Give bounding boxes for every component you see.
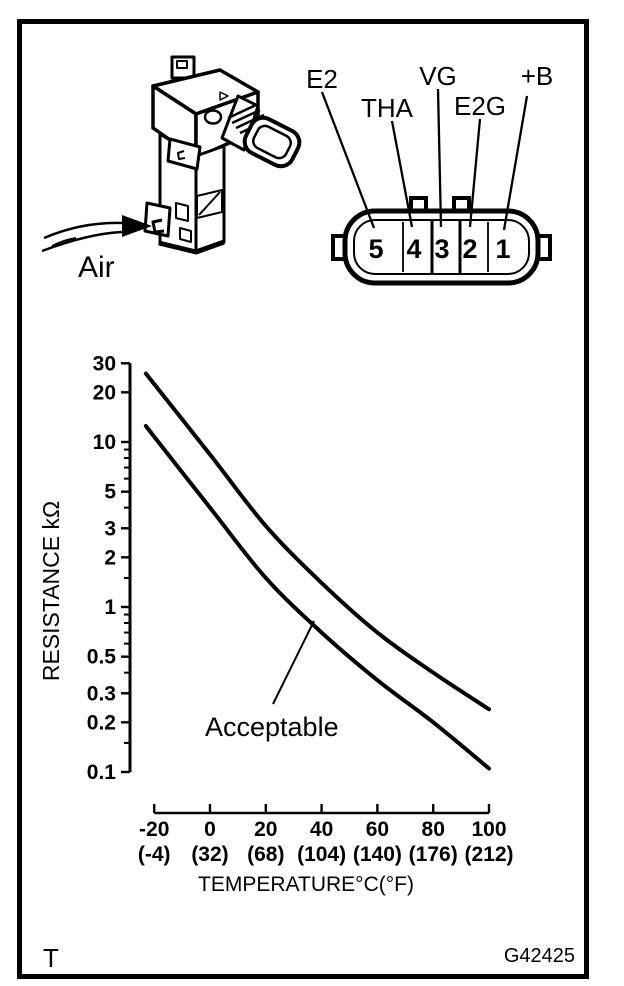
pin-number-2: 2 [462, 234, 477, 264]
annotation-leader [272, 620, 315, 705]
x-tick-label-celsius: 100 [471, 818, 506, 841]
y-axis-title: RESISTANCE kΩ [38, 501, 64, 681]
x-tick-label-celsius: 20 [254, 818, 277, 841]
x-tick-label-celsius: 80 [422, 818, 445, 841]
sensor-clip-mark [151, 218, 165, 234]
lower-limit-curve [143, 424, 491, 771]
sensor-top-tab-notch [176, 60, 188, 69]
sensor-window-a [175, 202, 189, 222]
air-flow-label: Air [78, 251, 115, 284]
x-tick-label-celsius: -20 [139, 818, 169, 841]
x-tick-label-celsius: 40 [310, 818, 333, 841]
sensor-window-c-slash [198, 191, 221, 216]
signal-label-tha: THA [361, 93, 414, 123]
y-tick-label: 1 [104, 596, 116, 619]
y-tick-label: 2 [104, 546, 116, 569]
pin-number-1: 1 [495, 234, 510, 264]
air-arrow-icon [41, 215, 152, 253]
x-tick-label-fahrenheit: (104) [297, 843, 346, 866]
signal-label-vg: VG [419, 61, 457, 91]
sensor-flap [166, 137, 202, 171]
leader-vg [436, 88, 443, 228]
pin-number-5: 5 [368, 234, 383, 264]
x-tick-label-fahrenheit: (32) [191, 843, 228, 866]
sensor-flap-mark [177, 150, 186, 160]
y-tick-label: 20 [93, 381, 116, 404]
corner-label: T [43, 943, 59, 973]
chart-axes-and-curves: 30201053210.50.30.20.1-20(-4)0(32)20(68)… [87, 352, 514, 866]
x-tick-label-fahrenheit: (68) [247, 843, 284, 866]
x-tick-label-fahrenheit: (176) [409, 843, 458, 866]
sensor-vent-hole [203, 109, 223, 125]
x-tick-label-celsius: 0 [204, 818, 216, 841]
leader-e2 [320, 91, 376, 229]
y-tick-label: 30 [93, 352, 116, 375]
x-tick-label-celsius: 60 [366, 818, 389, 841]
pin-number-3: 3 [434, 234, 449, 264]
upper-limit-curve [143, 371, 491, 712]
sensor-window-b [179, 227, 192, 243]
annotation-label: Acceptable [205, 712, 339, 742]
x-axis-title: TEMPERATURE°C(°F) [198, 873, 414, 896]
leader-plus-b [502, 95, 529, 231]
pin-number-4: 4 [406, 234, 421, 264]
y-tick-label: 0.3 [87, 682, 116, 705]
figure-frame [17, 19, 589, 979]
y-tick-label: 0.2 [87, 711, 116, 734]
maf-sensor-illustration: Air [41, 55, 302, 284]
sensor-socket-inner [252, 124, 292, 160]
connector-pinout-diagram: 5 4 3 2 1 E2 THA VG E2G +B [306, 61, 554, 286]
signal-label-e2g: E2G [454, 91, 506, 121]
sensor-detail-mark [219, 91, 229, 101]
figure-code: G42425 [504, 945, 575, 967]
signal-label-e2: E2 [306, 64, 338, 94]
x-tick-label-fahrenheit: (-4) [138, 843, 171, 866]
resistance-temperature-chart: 30201053210.50.30.20.1-20(-4)0(32)20(68)… [38, 352, 514, 896]
y-tick-label: 3 [104, 517, 116, 540]
x-tick-label-fahrenheit: (140) [353, 843, 402, 866]
y-tick-label: 0.5 [87, 646, 117, 669]
x-tick-label-fahrenheit: (212) [464, 843, 513, 866]
signal-label-plus-b: +B [521, 61, 554, 91]
leader-tha [390, 120, 414, 228]
y-tick-label: 0.1 [87, 761, 117, 784]
sensor-probe-bottom-edge [158, 239, 225, 255]
y-tick-label: 10 [93, 431, 116, 454]
y-tick-label: 5 [104, 481, 116, 504]
leader-e2g [468, 118, 482, 228]
